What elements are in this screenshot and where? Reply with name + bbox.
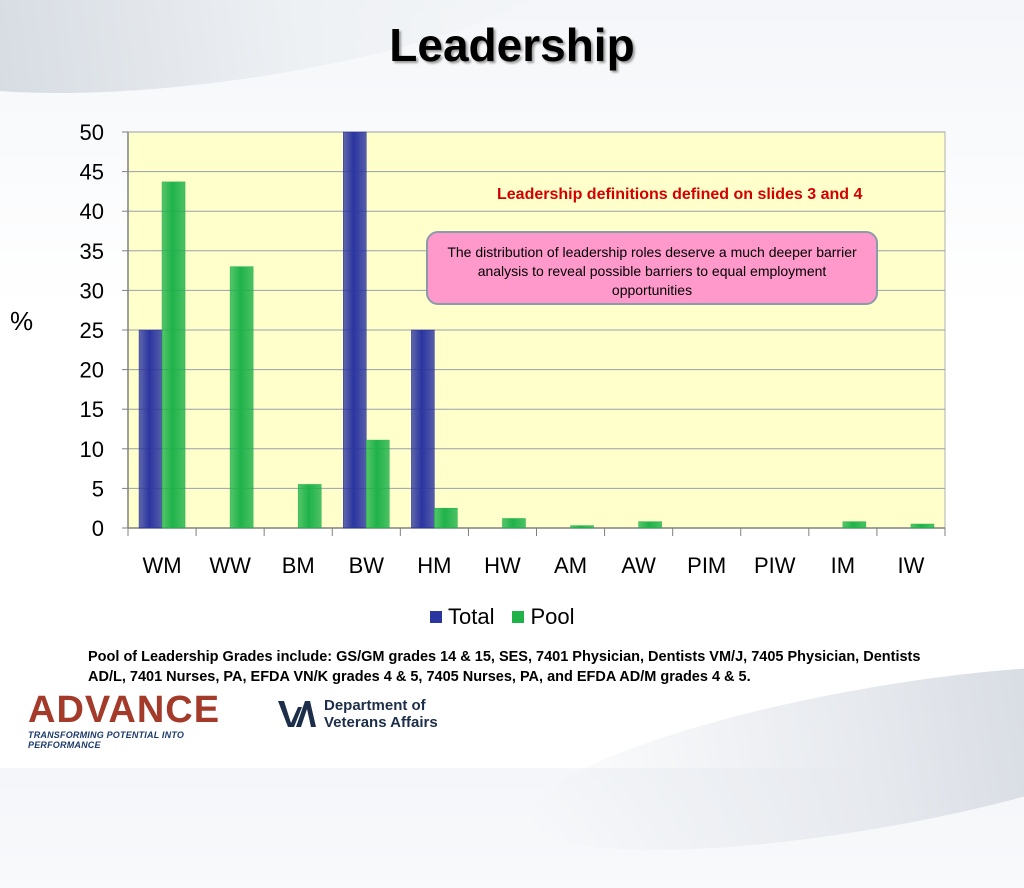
y-tick-label: 50 bbox=[80, 120, 104, 145]
x-tick-label: PIM bbox=[687, 553, 726, 578]
legend-label-pool: Pool bbox=[530, 604, 575, 629]
y-tick-label: 25 bbox=[80, 318, 104, 343]
legend-swatch-total bbox=[430, 611, 442, 623]
y-tick-label: 40 bbox=[80, 199, 104, 224]
bar-pool-aw bbox=[638, 521, 662, 529]
chart-annotation: Leadership definitions defined on slides… bbox=[497, 186, 863, 203]
x-tick-label: HW bbox=[484, 553, 521, 578]
bar-chart: 0 5 10 15 20 25 30 35 40 45 50 WM WW BM BW HM HW AM AW PIM P… bbox=[80, 120, 946, 578]
slide-title: Leadership bbox=[389, 19, 635, 71]
va-emblem-icon bbox=[278, 701, 316, 727]
legend-label-total: Total bbox=[448, 604, 495, 629]
bar-pool-hw bbox=[502, 518, 526, 529]
x-tick-label: AW bbox=[621, 553, 656, 578]
va-logo: Department of Veterans Affairs bbox=[276, 697, 438, 731]
x-tick-label: WW bbox=[209, 553, 251, 578]
x-tick-label: HM bbox=[417, 553, 451, 578]
y-tick-label: 15 bbox=[80, 397, 104, 422]
x-tick-label: BW bbox=[349, 553, 385, 578]
chart-legend: Total Pool bbox=[430, 603, 593, 631]
legend-swatch-pool bbox=[512, 611, 525, 623]
x-tick-label: BM bbox=[282, 553, 315, 578]
y-tick-label: 0 bbox=[92, 516, 104, 541]
advance-logo-tagline: TRANSFORMING POTENTIAL INTO PERFORMANCE bbox=[28, 730, 185, 750]
y-axis-label: % bbox=[10, 306, 34, 336]
bar-total-bw bbox=[343, 131, 367, 529]
x-tick-label: AM bbox=[554, 553, 587, 578]
bar-pool-ww bbox=[229, 266, 254, 529]
bar-pool-iw bbox=[910, 523, 935, 529]
x-tick-label: IW bbox=[898, 553, 925, 578]
advance-logo: ADVANCE TRANSFORMING POTENTIAL INTO PERF… bbox=[28, 689, 248, 750]
bar-pool-bm bbox=[297, 484, 322, 529]
legend-item-total: Total bbox=[430, 604, 494, 630]
x-tick-label: PIW bbox=[754, 553, 796, 578]
bar-pool-wm bbox=[161, 181, 186, 529]
y-tick-label: 35 bbox=[80, 239, 104, 264]
bar-pool-hm bbox=[434, 507, 458, 529]
x-tick-label: IM bbox=[831, 553, 855, 578]
bar-pool-bw bbox=[366, 439, 390, 529]
y-tick-label: 45 bbox=[80, 160, 104, 185]
bar-total-hm bbox=[411, 329, 435, 529]
legend-item-pool: Pool bbox=[512, 604, 575, 630]
advance-logo-word: ADVANCE bbox=[28, 689, 221, 731]
footnote-text: Pool of Leadership Grades include: GS/GM… bbox=[88, 649, 921, 685]
y-tick-label: 30 bbox=[80, 278, 104, 303]
y-tick-label: 5 bbox=[92, 476, 104, 501]
y-tick-label: 10 bbox=[80, 437, 104, 462]
callout-box: The distribution of leadership roles des… bbox=[426, 231, 878, 305]
bar-total-wm bbox=[138, 329, 163, 529]
y-tick-label: 20 bbox=[80, 358, 104, 383]
va-logo-line1: Department of bbox=[324, 697, 426, 714]
bar-pool-am bbox=[570, 525, 594, 529]
x-tick-label: WM bbox=[142, 553, 181, 578]
va-logo-line2: Veterans Affairs bbox=[324, 714, 438, 731]
callout-text: The distribution of leadership roles des… bbox=[447, 244, 857, 298]
bar-pool-im bbox=[842, 521, 867, 529]
